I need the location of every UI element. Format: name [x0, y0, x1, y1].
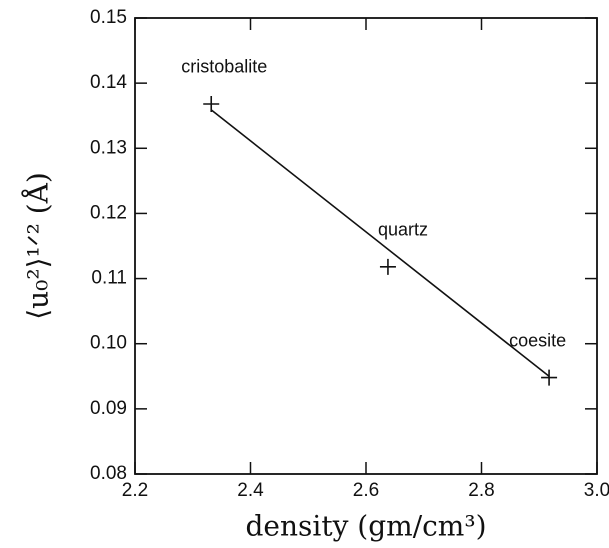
- point-label: cristobalite: [181, 57, 267, 77]
- y-tick-label: 0.09: [90, 398, 127, 419]
- x-tick-label: 2.2: [122, 480, 148, 501]
- y-tick-label: 0.13: [90, 137, 127, 158]
- plot-frame: [134, 17, 598, 475]
- y-tick-label: 0.10: [90, 333, 127, 354]
- x-axis-label: density (gm/cm³): [245, 510, 486, 543]
- x-tick-label: 2.6: [353, 480, 379, 501]
- y-tick-label: 0.14: [90, 72, 127, 93]
- point-label: coesite: [509, 330, 566, 350]
- point-label: quartz: [378, 220, 428, 240]
- y-tick-label: 0.08: [90, 463, 127, 484]
- point: [541, 369, 558, 386]
- y-axis-label: ⟨u₀²⟩¹ᐟ² (Å): [22, 172, 55, 320]
- point: [203, 95, 220, 112]
- fit-line: [210, 109, 550, 377]
- x-tick-label: 3.0: [584, 480, 609, 501]
- point: [379, 258, 396, 275]
- x-tick-label: 2.8: [468, 480, 494, 501]
- y-tick-label: 0.15: [90, 7, 127, 28]
- y-tick-label: 0.12: [90, 202, 127, 223]
- y-tick-label: 0.11: [91, 268, 127, 289]
- x-tick-label: 2.4: [237, 480, 264, 501]
